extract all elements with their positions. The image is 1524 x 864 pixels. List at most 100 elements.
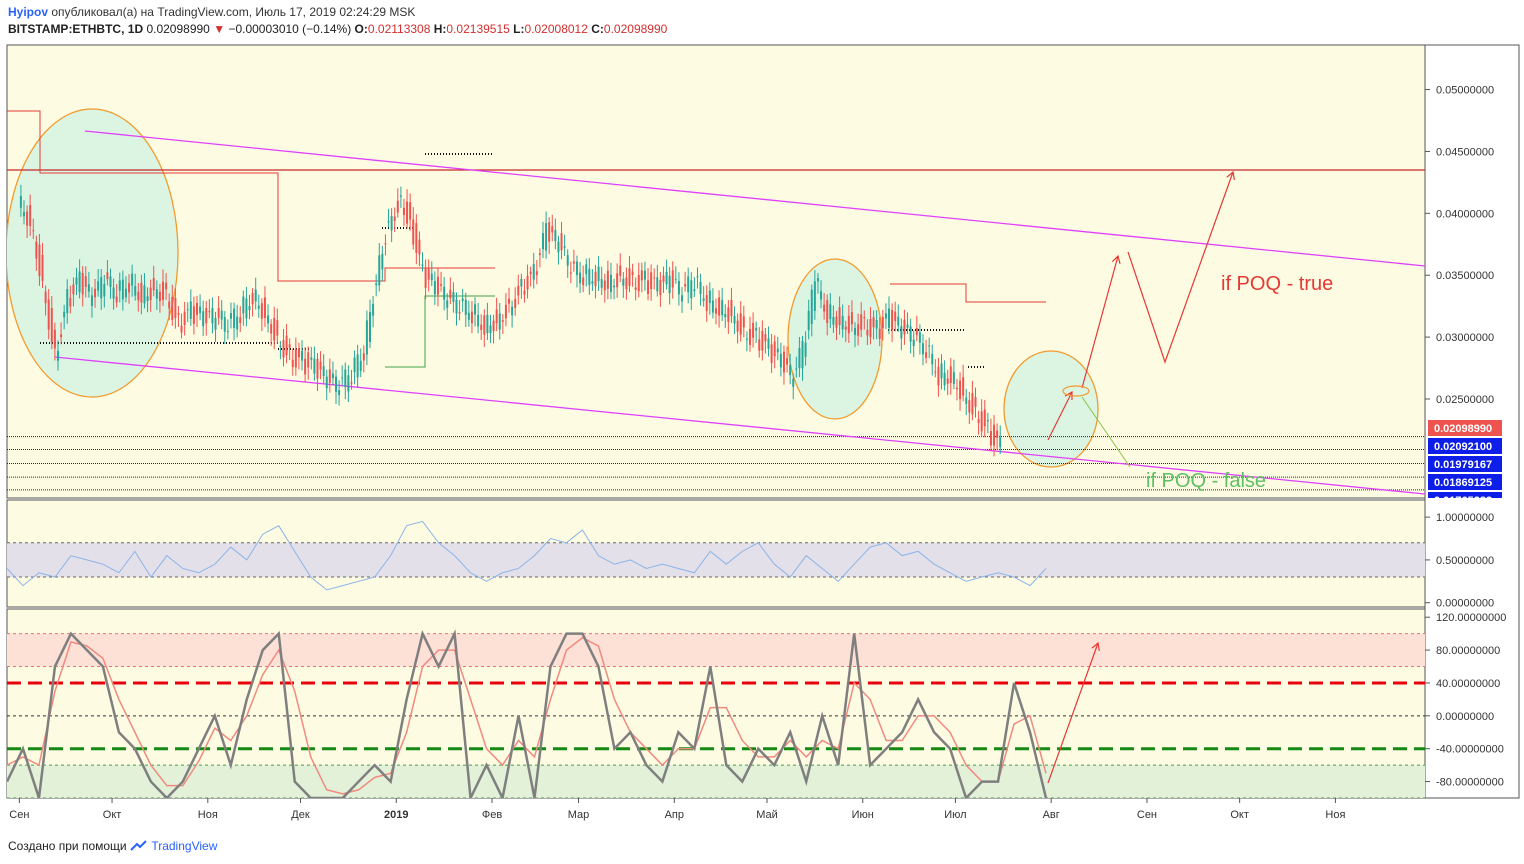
candle-body — [715, 308, 717, 314]
candle-body — [260, 303, 263, 319]
candle-body — [955, 387, 958, 390]
candle-body — [993, 424, 996, 446]
candle-body — [415, 223, 418, 253]
osc1-tick-label: 0.00000000 — [1436, 598, 1494, 610]
candle-body — [854, 327, 857, 335]
candle-body — [38, 244, 41, 277]
candle-body — [474, 304, 477, 315]
osc1-tick-label: 0.50000000 — [1436, 555, 1494, 567]
price-tick-label: 0.04000000 — [1436, 208, 1494, 220]
open-value: 0.02113308 — [367, 22, 431, 36]
candle-body — [19, 196, 22, 208]
candle-body — [996, 430, 999, 438]
candle-body — [782, 351, 785, 373]
candle-body — [872, 317, 875, 328]
arrow-head-stroke — [1111, 254, 1121, 264]
candle-body — [301, 350, 304, 361]
candle-body — [767, 338, 770, 349]
candle-body — [844, 326, 847, 330]
osc-arrow-head-stroke — [1091, 641, 1100, 652]
candle-body — [514, 298, 517, 308]
candle-body — [764, 334, 767, 342]
osc2-tick-label: 0.00000000 — [1436, 711, 1494, 723]
candle-body — [282, 340, 285, 358]
candle-body — [594, 271, 597, 287]
candle-body — [140, 282, 143, 303]
candle-body — [551, 226, 554, 233]
candle-body — [177, 313, 180, 315]
candle-body — [807, 310, 810, 331]
candle-body — [63, 311, 66, 318]
candle-body — [124, 288, 127, 298]
candle-body — [962, 377, 965, 396]
candle-body — [285, 335, 288, 356]
candle-body — [199, 306, 202, 314]
candle-body — [248, 306, 251, 311]
candle-body — [319, 361, 322, 370]
candle-body — [217, 308, 220, 318]
candle-body — [986, 420, 989, 422]
candle-body — [795, 368, 798, 370]
candle-body — [616, 273, 619, 288]
candle-body — [121, 279, 124, 300]
candle-body — [56, 350, 59, 361]
candle-body — [752, 322, 755, 338]
candle-body — [344, 369, 347, 388]
candle-body — [165, 282, 168, 290]
candle-body — [786, 358, 789, 365]
candle-body — [579, 272, 582, 284]
candle-body — [943, 372, 946, 386]
candle-body — [489, 325, 492, 334]
candle-body — [353, 357, 356, 373]
projection-path-true — [1127, 171, 1234, 364]
last-price: 0.02098990 — [146, 22, 210, 36]
candle-body — [572, 261, 575, 264]
candle-body — [412, 219, 415, 245]
candle-body — [912, 339, 915, 346]
tradingview-link[interactable]: TradingView — [151, 839, 218, 853]
open-label: O: — [354, 22, 368, 36]
price-tick-label: 0.02500000 — [1436, 394, 1494, 406]
candle-body — [87, 284, 90, 292]
channel-upper-line — [84, 130, 1425, 267]
candle-body — [643, 270, 646, 280]
price-badge-1 — [1428, 420, 1502, 436]
time-tick-label: Май — [756, 809, 778, 821]
candle-body — [446, 300, 449, 308]
candle-body — [959, 380, 962, 400]
candle-body — [325, 376, 328, 389]
candle-body — [761, 330, 764, 351]
time-tick-label: Июл — [944, 809, 966, 821]
candle-body — [909, 326, 912, 342]
candle-body — [106, 272, 109, 280]
candle-body — [850, 312, 853, 325]
candle-body — [637, 275, 640, 292]
candle-body — [906, 324, 909, 328]
candle-body — [566, 255, 569, 266]
candle-body — [560, 233, 563, 251]
stop-line-green — [385, 295, 495, 368]
candle-body — [619, 265, 622, 276]
candle-body — [832, 317, 835, 325]
candle-body — [263, 297, 266, 318]
candle-body — [891, 310, 894, 330]
candle-body — [41, 254, 44, 281]
candle-body — [112, 287, 115, 299]
candle-body — [900, 326, 903, 339]
candle-body — [745, 338, 748, 340]
candle-body — [168, 301, 171, 309]
publish-info: Hyipov опубликовал(а) на TradingView.com… — [8, 5, 415, 19]
symbol-name[interactable]: BITSTAMP:ETHBTC, 1D — [8, 22, 144, 36]
author-link[interactable]: Hyipov — [8, 5, 49, 19]
candle-body — [109, 276, 112, 288]
candle-body — [847, 315, 850, 334]
candle-body — [297, 348, 300, 358]
candle-body — [504, 304, 507, 319]
close-value: 0.02098990 — [603, 22, 668, 36]
candle-body — [665, 271, 668, 285]
price-pane[interactable] — [6, 44, 1426, 499]
rsi-band — [7, 542, 1425, 578]
candle-body — [492, 320, 495, 332]
candle-body — [952, 372, 955, 384]
